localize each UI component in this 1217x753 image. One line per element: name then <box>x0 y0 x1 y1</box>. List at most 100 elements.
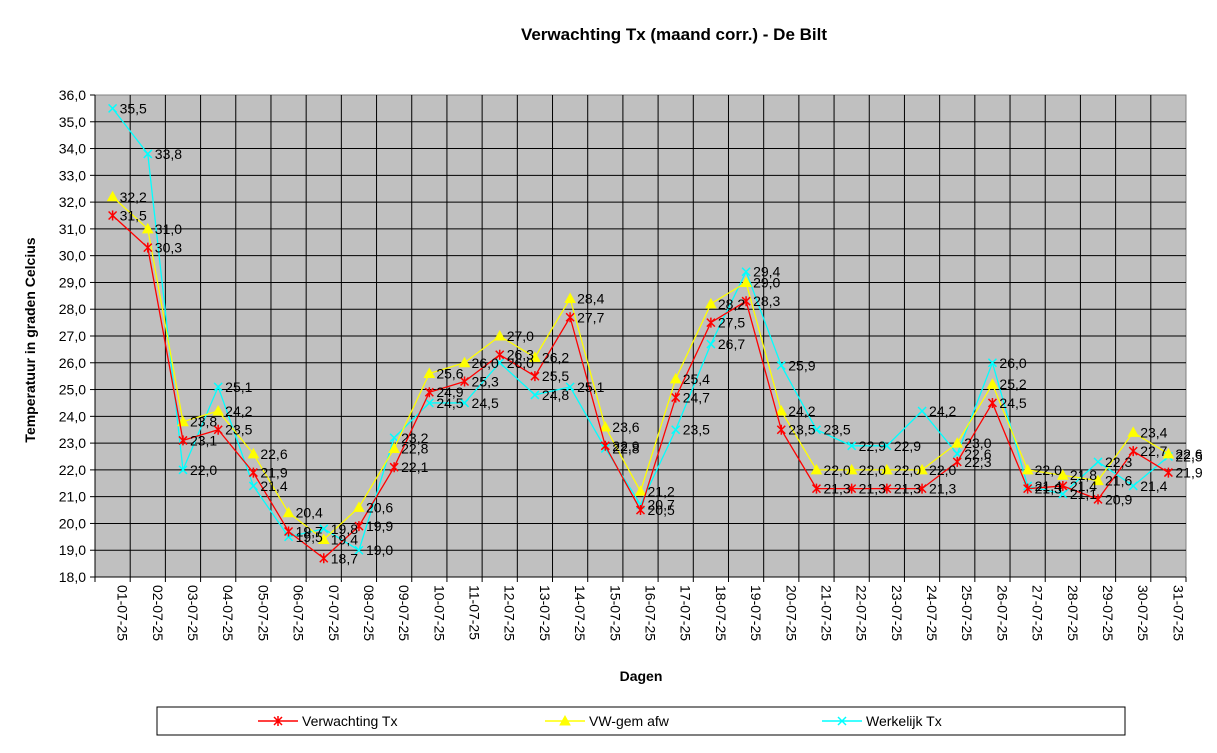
x-tick-label: 13-07-25 <box>537 585 553 641</box>
y-tick-label: 28,0 <box>59 301 86 317</box>
data-point <box>495 349 505 360</box>
data-point <box>319 524 329 534</box>
legend-label: Verwachting Tx <box>302 713 397 729</box>
data-point <box>740 276 752 287</box>
data-label: 25,1 <box>577 379 604 395</box>
data-label: 24,8 <box>542 387 569 403</box>
data-point <box>247 447 260 459</box>
data-label: 24,5 <box>436 395 463 411</box>
data-point <box>635 505 646 516</box>
data-label: 23,4 <box>1140 424 1167 440</box>
data-point <box>106 190 119 202</box>
x-tick-label: 20-07-25 <box>783 585 799 641</box>
data-point <box>845 463 858 475</box>
data-label: 19,8 <box>331 521 358 537</box>
data-point <box>1092 474 1104 486</box>
data-point <box>248 467 258 478</box>
x-tick-label: 05-07-25 <box>255 585 271 641</box>
data-point <box>354 521 364 532</box>
data-point <box>776 360 786 370</box>
y-tick-label: 25,0 <box>59 382 86 398</box>
x-tick-label: 03-07-25 <box>185 585 201 641</box>
data-point <box>178 465 188 475</box>
data-label: 23,1 <box>190 432 217 448</box>
data-label: 22,8 <box>401 440 428 456</box>
data-point <box>705 297 717 309</box>
x-tick-label: 19-07-25 <box>748 585 764 641</box>
data-label: 20,6 <box>366 499 393 515</box>
x-tick-label: 12-07-25 <box>502 585 518 641</box>
data-label: 22,9 <box>859 438 886 454</box>
data-label: 24,9 <box>436 384 463 400</box>
y-tick-label: 27,0 <box>59 328 86 344</box>
data-labels: 31,5 30,3 23,1 23,5 21,9 19,7 18,7 19,9 22,1 24,9… <box>120 100 1203 566</box>
data-label: 26,3 <box>507 347 534 363</box>
data-label: 19,0 <box>366 542 393 558</box>
data-point <box>213 382 223 392</box>
data-point <box>388 442 400 453</box>
data-label: 23,2 <box>401 430 428 446</box>
data-point <box>1023 483 1033 494</box>
x-tick-label: 07-07-25 <box>326 585 342 641</box>
data-point <box>141 222 154 234</box>
y-tick-label: 26,0 <box>59 355 86 371</box>
legend-entry: VW-gem afw <box>545 713 670 729</box>
data-label: 25,5 <box>542 368 569 384</box>
data-point <box>952 456 962 467</box>
data-point <box>811 483 821 494</box>
data-point <box>529 351 541 362</box>
data-point <box>493 329 506 341</box>
data-label: 31,0 <box>155 221 182 237</box>
y-tick-label: 20,0 <box>59 515 86 531</box>
data-point <box>847 441 857 451</box>
data-point <box>108 210 118 221</box>
legend-entry: Verwachting Tx <box>258 713 397 729</box>
y-tick-label: 31,0 <box>59 221 86 237</box>
data-label: 24,2 <box>788 403 815 419</box>
legend-box <box>156 706 1126 736</box>
x-tick-label: 04-07-25 <box>220 585 236 641</box>
data-point <box>1093 457 1103 467</box>
data-label: 22,0 <box>894 462 921 478</box>
data-label: 23,0 <box>964 435 991 451</box>
data-point <box>1127 426 1140 437</box>
data-label: 21,3 <box>894 481 921 497</box>
data-label: 22,0 <box>859 462 886 478</box>
data-label: 22,0 <box>823 462 850 478</box>
data-label: 22,1 <box>401 459 428 475</box>
data-point <box>282 506 295 518</box>
data-label: 25,9 <box>788 357 815 373</box>
legend-entry: Werkelijk Tx <box>822 713 942 729</box>
data-point <box>986 378 999 389</box>
data-label: 24,2 <box>929 403 956 419</box>
data-label: 22,0 <box>929 462 956 478</box>
data-point <box>600 440 610 451</box>
data-label: 26,7 <box>718 336 745 352</box>
data-point <box>810 463 823 475</box>
data-point <box>460 398 470 408</box>
data-point <box>987 358 997 368</box>
data-label: 21,3 <box>1035 481 1062 497</box>
data-label: 29,0 <box>753 274 780 290</box>
data-label: 21,3 <box>929 481 956 497</box>
x-tick-label: 22-07-25 <box>854 585 870 641</box>
data-point <box>1162 447 1175 459</box>
data-label: 19,9 <box>366 518 393 534</box>
data-point <box>916 463 928 475</box>
data-label: 25,4 <box>683 371 710 387</box>
x-tick-label: 24-07-25 <box>924 585 940 641</box>
data-label: 24,5 <box>999 395 1026 411</box>
x-tick-label: 14-07-25 <box>572 585 588 641</box>
data-point <box>775 404 788 416</box>
y-tick-label: 21,0 <box>59 489 86 505</box>
data-label: 18,7 <box>331 550 358 566</box>
data-label: 28,2 <box>718 296 745 312</box>
data-label: 22,6 <box>1175 446 1202 462</box>
data-label: 24,2 <box>225 403 252 419</box>
data-label: 27,7 <box>577 309 604 325</box>
legend-label: Werkelijk Tx <box>866 713 942 729</box>
data-point <box>671 392 681 403</box>
data-label: 21,4 <box>1035 478 1062 494</box>
